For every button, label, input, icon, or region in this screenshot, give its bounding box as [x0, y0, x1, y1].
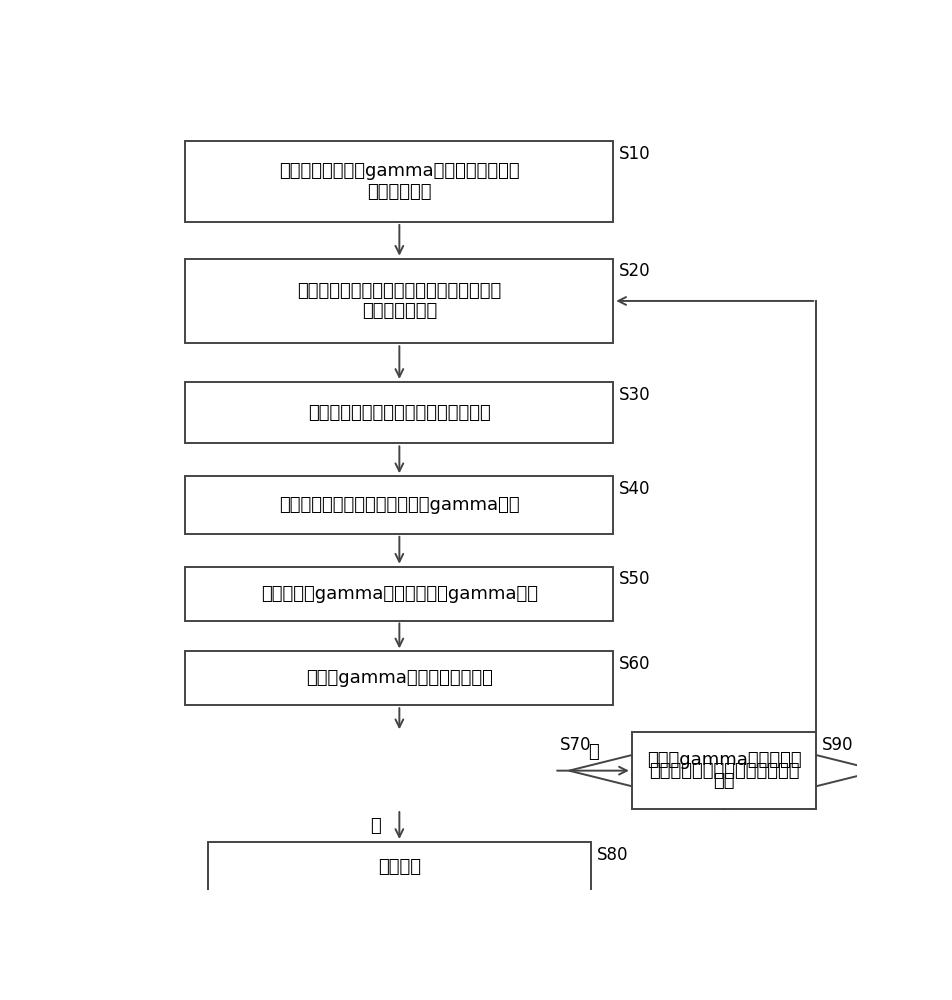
- Text: S30: S30: [619, 386, 651, 404]
- Text: S90: S90: [823, 736, 854, 754]
- Text: S40: S40: [619, 480, 651, 498]
- Text: 接收色彩检测仪采集的显示器亮度数据: 接收色彩检测仪采集的显示器亮度数据: [308, 404, 490, 422]
- FancyBboxPatch shape: [186, 259, 613, 343]
- Text: 检测显示效果是否符合校正要求: 检测显示效果是否符合校正要求: [648, 762, 800, 780]
- Text: 根据标准的gamma亮度计算新的gamma数据: 根据标准的gamma亮度计算新的gamma数据: [261, 585, 538, 603]
- FancyBboxPatch shape: [186, 476, 613, 534]
- FancyBboxPatch shape: [186, 567, 613, 620]
- FancyBboxPatch shape: [208, 842, 591, 892]
- Polygon shape: [569, 732, 879, 809]
- FancyBboxPatch shape: [186, 382, 613, 443]
- Text: S80: S80: [597, 846, 628, 864]
- FancyBboxPatch shape: [186, 141, 613, 222]
- Text: S60: S60: [619, 655, 651, 673]
- Text: S70: S70: [560, 736, 592, 754]
- Text: S50: S50: [619, 570, 651, 588]
- Text: S10: S10: [619, 145, 651, 163]
- FancyBboxPatch shape: [632, 732, 816, 809]
- FancyBboxPatch shape: [186, 651, 613, 705]
- Text: S20: S20: [619, 262, 651, 280]
- Text: 校正完成: 校正完成: [378, 858, 421, 876]
- Text: 获取显示器的原始gamma数据、最大目标亮
度以及对比度: 获取显示器的原始gamma数据、最大目标亮 度以及对比度: [279, 162, 520, 201]
- Text: 根据显示器亮度数据计算标准的gamma亮度: 根据显示器亮度数据计算标准的gamma亮度: [279, 496, 520, 514]
- Text: 否: 否: [587, 743, 599, 761]
- Text: 将原始gamma数据写入显
示器: 将原始gamma数据写入显 示器: [646, 751, 802, 790]
- Text: 将新的gamma数据写入显示器中: 将新的gamma数据写入显示器中: [306, 669, 493, 687]
- Text: 是: 是: [370, 817, 381, 835]
- Text: 调整显示器背光，将显示器的最大亮度设置
成最大目标亮度: 调整显示器背光，将显示器的最大亮度设置 成最大目标亮度: [297, 282, 502, 320]
